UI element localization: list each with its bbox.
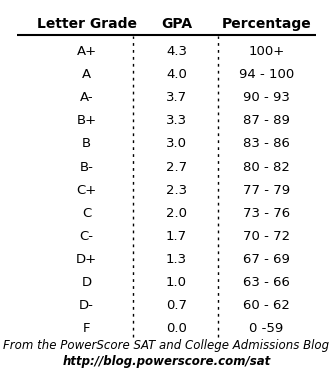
Text: C: C bbox=[82, 207, 91, 220]
Text: 90 - 93: 90 - 93 bbox=[243, 91, 290, 104]
Text: B: B bbox=[82, 138, 91, 150]
Text: D-: D- bbox=[79, 300, 94, 312]
Text: 70 - 72: 70 - 72 bbox=[243, 230, 290, 243]
Text: 73 - 76: 73 - 76 bbox=[243, 207, 290, 220]
Text: 0.7: 0.7 bbox=[166, 300, 187, 312]
Text: http://blog.powerscore.com/sat: http://blog.powerscore.com/sat bbox=[62, 355, 271, 367]
Text: 100+: 100+ bbox=[248, 45, 284, 58]
Text: A-: A- bbox=[80, 91, 93, 104]
Text: GPA: GPA bbox=[161, 17, 192, 31]
Text: D+: D+ bbox=[76, 253, 97, 266]
Text: 2.3: 2.3 bbox=[166, 184, 187, 197]
Text: Percentage: Percentage bbox=[221, 17, 311, 31]
Text: B-: B- bbox=[80, 161, 94, 173]
Text: 3.3: 3.3 bbox=[166, 115, 187, 127]
Text: 60 - 62: 60 - 62 bbox=[243, 300, 290, 312]
Text: 4.0: 4.0 bbox=[166, 68, 187, 81]
Text: A+: A+ bbox=[77, 45, 97, 58]
Text: 0 -59: 0 -59 bbox=[249, 323, 283, 335]
Text: D: D bbox=[82, 276, 92, 289]
Text: 1.7: 1.7 bbox=[166, 230, 187, 243]
Text: 1.0: 1.0 bbox=[166, 276, 187, 289]
Text: B+: B+ bbox=[77, 115, 97, 127]
Text: 83 - 86: 83 - 86 bbox=[243, 138, 290, 150]
Text: A: A bbox=[82, 68, 91, 81]
Text: From the PowerScore SAT and College Admissions Blog: From the PowerScore SAT and College Admi… bbox=[3, 339, 330, 351]
Text: 67 - 69: 67 - 69 bbox=[243, 253, 290, 266]
Text: 77 - 79: 77 - 79 bbox=[243, 184, 290, 197]
Text: 80 - 82: 80 - 82 bbox=[243, 161, 290, 173]
Text: 0.0: 0.0 bbox=[166, 323, 187, 335]
Text: 87 - 89: 87 - 89 bbox=[243, 115, 290, 127]
Text: 94 - 100: 94 - 100 bbox=[239, 68, 294, 81]
Text: 1.3: 1.3 bbox=[166, 253, 187, 266]
Text: Letter Grade: Letter Grade bbox=[37, 17, 137, 31]
Text: C+: C+ bbox=[77, 184, 97, 197]
Text: 4.3: 4.3 bbox=[166, 45, 187, 58]
Text: F: F bbox=[83, 323, 90, 335]
Text: 3.7: 3.7 bbox=[166, 91, 187, 104]
Text: 2.0: 2.0 bbox=[166, 207, 187, 220]
Text: 63 - 66: 63 - 66 bbox=[243, 276, 290, 289]
Text: 3.0: 3.0 bbox=[166, 138, 187, 150]
Text: C-: C- bbox=[80, 230, 94, 243]
Text: 2.7: 2.7 bbox=[166, 161, 187, 173]
